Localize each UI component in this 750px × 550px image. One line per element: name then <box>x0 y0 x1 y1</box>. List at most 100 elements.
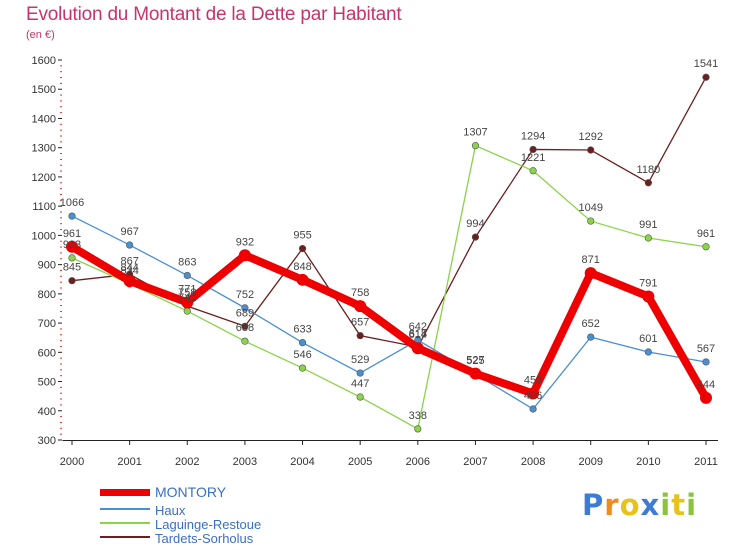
data-label-haux: 567 <box>697 343 715 355</box>
series-line-laguinge-restoue <box>71 144 707 430</box>
x-tick-label: 2009 <box>578 456 602 468</box>
data-label-haux: 752 <box>236 289 254 301</box>
data-label-haux: 1066 <box>60 197 84 209</box>
logo-letter: i <box>686 488 698 522</box>
x-tick-label: 2002 <box>175 456 199 468</box>
data-point-laguinge-restoue <box>241 337 249 345</box>
data-label-haux: 642 <box>409 321 427 333</box>
data-point-laguinge-restoue <box>471 142 480 150</box>
data-point-laguinge-restoue <box>414 425 422 433</box>
data-label-montory: 791 <box>639 277 657 289</box>
data-point-haux <box>241 304 249 312</box>
data-point-montory <box>238 249 251 262</box>
data-point-montory <box>296 273 309 286</box>
data-point-laguinge-restoue <box>356 393 364 401</box>
y-tick-label: 300 <box>38 435 56 447</box>
data-label-laguinge-restoue: 447 <box>351 378 369 390</box>
data-point-tardets-sorholus <box>298 244 307 253</box>
logo-letter: o <box>619 488 641 522</box>
data-point-laguinge-restoue <box>529 167 537 175</box>
data-point-tardets-sorholus <box>587 146 595 154</box>
data-label-tardets-sorholus: 1294 <box>521 130 545 142</box>
data-label-montory: 932 <box>236 236 254 248</box>
data-label-laguinge-restoue: 923 <box>63 239 81 251</box>
data-point-haux <box>644 348 652 356</box>
y-tick-label: 800 <box>38 289 56 301</box>
data-label-montory: 961 <box>63 228 81 240</box>
x-tick-label: 2000 <box>60 456 84 468</box>
data-label-tardets-sorholus: 1541 <box>694 58 718 70</box>
data-point-tardets-sorholus <box>68 277 76 285</box>
data-label-montory: 459 <box>524 375 542 387</box>
data-label-laguinge-restoue: 546 <box>293 349 311 361</box>
data-point-laguinge-restoue <box>68 254 76 262</box>
data-point-tardets-sorholus <box>356 332 364 340</box>
data-label-laguinge-restoue: 338 <box>409 410 427 422</box>
data-point-montory <box>181 296 194 309</box>
y-tick-label: 1300 <box>32 143 56 155</box>
data-point-montory <box>66 240 78 253</box>
data-label-tardets-sorholus: 657 <box>351 317 369 329</box>
y-tick-label: 1600 <box>32 55 56 67</box>
legend-swatch-laguinge-restoue <box>100 522 150 524</box>
data-point-laguinge-restoue <box>298 364 307 372</box>
data-label-haux: 863 <box>178 256 196 268</box>
legend-label-laguinge-restoue: Laguinge-Restoue <box>155 517 262 532</box>
logo-letter: P <box>582 488 605 522</box>
data-label-laguinge-restoue: 638 <box>236 322 254 334</box>
data-label-tardets-sorholus: 994 <box>466 218 484 230</box>
data-label-montory: 771 <box>178 283 196 295</box>
data-point-montory <box>584 267 597 280</box>
y-tick-label: 500 <box>38 377 56 389</box>
data-label-tardets-sorholus: 845 <box>63 262 81 274</box>
data-label-montory: 844 <box>120 262 138 274</box>
series-line-haux <box>71 215 707 410</box>
data-label-haux: 601 <box>639 333 657 345</box>
x-tick-label: 2006 <box>406 456 430 468</box>
data-label-montory: 614 <box>409 329 427 341</box>
data-label-haux: 529 <box>351 354 369 366</box>
data-point-montory <box>354 300 367 313</box>
data-label-haux: 652 <box>582 318 600 330</box>
data-point-tardets-sorholus <box>241 322 249 330</box>
legend-swatch-haux <box>100 508 150 510</box>
proxiti-logo: Proxiti <box>582 488 697 522</box>
data-label-laguinge-restoue: 1307 <box>463 127 487 139</box>
data-label-tardets-sorholus: 867 <box>120 255 138 267</box>
y-tick-label: 1000 <box>32 230 56 242</box>
data-label-montory: 848 <box>293 261 311 273</box>
data-point-tardets-sorholus <box>702 73 710 81</box>
data-point-haux <box>529 405 537 413</box>
data-label-laguinge-restoue: 1049 <box>578 202 602 214</box>
data-point-haux <box>68 212 76 220</box>
legend-label-montory: MONTORY <box>155 484 227 500</box>
legend-swatch-tardets-sorholus <box>100 536 150 538</box>
data-label-haux: 967 <box>120 226 138 238</box>
data-point-tardets-sorholus <box>529 145 537 154</box>
y-tick-label: 700 <box>38 318 56 330</box>
y-tick-label: 600 <box>38 347 56 359</box>
data-label-montory: 444 <box>697 379 715 391</box>
chart-subtitle: (en €) <box>26 29 55 41</box>
data-point-haux <box>702 358 710 366</box>
y-tick-label: 1100 <box>32 201 56 213</box>
data-point-montory <box>642 290 655 303</box>
data-point-montory <box>411 342 424 355</box>
legend-label-haux: Haux <box>155 503 186 518</box>
data-label-tardets-sorholus: 758 <box>178 287 196 299</box>
logo-letter: i <box>660 488 672 522</box>
data-point-montory <box>527 387 540 400</box>
data-point-laguinge-restoue <box>183 307 191 315</box>
x-tick-label: 2005 <box>348 456 372 468</box>
data-point-montory <box>469 367 482 380</box>
data-point-laguinge-restoue <box>587 217 595 225</box>
y-tick-label: 400 <box>38 406 56 418</box>
data-label-laguinge-restoue: 834 <box>120 265 138 277</box>
data-label-laguinge-restoue: 961 <box>697 228 715 240</box>
data-label-haux: 525 <box>466 355 484 367</box>
data-label-haux: 633 <box>293 324 311 336</box>
data-point-tardets-sorholus <box>644 179 652 187</box>
data-label-tardets-sorholus: 689 <box>236 307 254 319</box>
data-point-haux <box>587 333 595 341</box>
